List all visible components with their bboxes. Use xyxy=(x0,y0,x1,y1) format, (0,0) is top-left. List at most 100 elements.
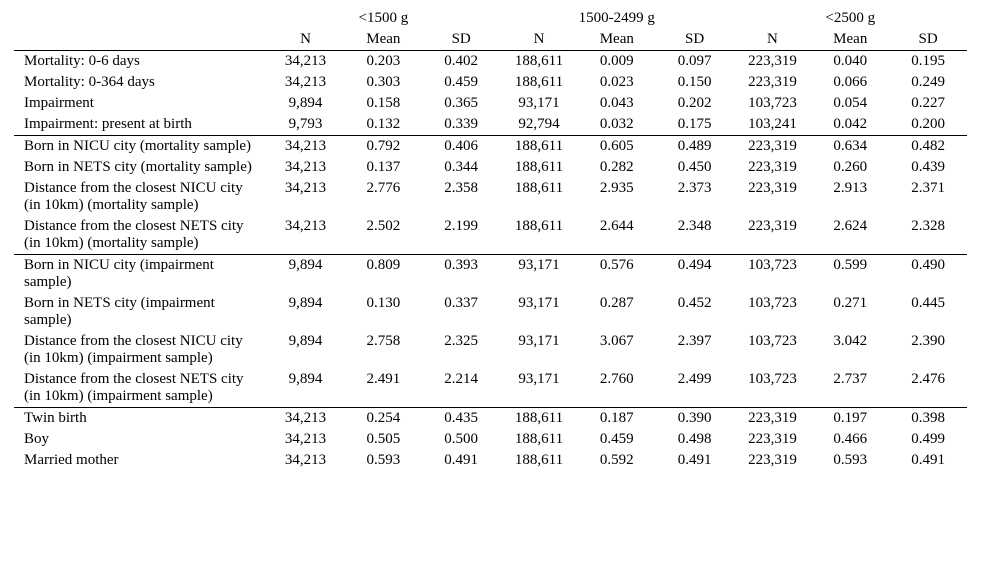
table-head: <1500 g 1500-2499 g <2500 g N Mean SD N … xyxy=(14,8,967,51)
cell-value: 0.200 xyxy=(889,114,967,136)
cell-value: 2.325 xyxy=(422,331,500,369)
cell-value: 0.195 xyxy=(889,51,967,73)
cell-value: 223,319 xyxy=(734,408,812,430)
row-label: Impairment: present at birth xyxy=(14,114,267,136)
row-label: Distance from the closest NETS city (in … xyxy=(14,216,267,255)
col-mean: Mean xyxy=(578,29,656,51)
cell-value: 2.502 xyxy=(344,216,422,255)
cell-value: 103,723 xyxy=(734,293,812,331)
group-header-2: 1500-2499 g xyxy=(500,8,733,29)
cell-value: 2.776 xyxy=(344,178,422,216)
cell-value: 0.634 xyxy=(811,136,889,158)
table-row: Impairment: present at birth9,7930.1320.… xyxy=(14,114,967,136)
cell-value: 0.287 xyxy=(578,293,656,331)
row-label: Impairment xyxy=(14,93,267,114)
table-row: Distance from the closest NICU city (in … xyxy=(14,331,967,369)
cell-value: 3.042 xyxy=(811,331,889,369)
table-row: Impairment9,8940.1580.36593,1710.0430.20… xyxy=(14,93,967,114)
cell-value: 2.644 xyxy=(578,216,656,255)
cell-value: 0.260 xyxy=(811,157,889,178)
cell-value: 0.042 xyxy=(811,114,889,136)
cell-value: 0.576 xyxy=(578,255,656,294)
table-row: Mortality: 0-364 days34,2130.3030.459188… xyxy=(14,72,967,93)
cell-value: 0.499 xyxy=(889,429,967,450)
col-n: N xyxy=(267,29,345,51)
cell-value: 93,171 xyxy=(500,331,578,369)
cell-value: 223,319 xyxy=(734,157,812,178)
table-row: Born in NICU city (impairment sample)9,8… xyxy=(14,255,967,294)
cell-value: 2.214 xyxy=(422,369,500,408)
cell-value: 34,213 xyxy=(267,408,345,430)
cell-value: 2.371 xyxy=(889,178,967,216)
table-row: Born in NETS city (impairment sample)9,8… xyxy=(14,293,967,331)
cell-value: 103,723 xyxy=(734,331,812,369)
cell-value: 0.450 xyxy=(656,157,734,178)
cell-value: 0.249 xyxy=(889,72,967,93)
cell-value: 34,213 xyxy=(267,136,345,158)
cell-value: 0.137 xyxy=(344,157,422,178)
cell-value: 223,319 xyxy=(734,51,812,73)
cell-value: 93,171 xyxy=(500,293,578,331)
table-body: Mortality: 0-6 days34,2130.2030.402188,6… xyxy=(14,51,967,472)
cell-value: 0.489 xyxy=(656,136,734,158)
cell-value: 2.476 xyxy=(889,369,967,408)
cell-value: 2.390 xyxy=(889,331,967,369)
cell-value: 0.406 xyxy=(422,136,500,158)
cell-value: 2.348 xyxy=(656,216,734,255)
cell-value: 34,213 xyxy=(267,51,345,73)
cell-value: 188,611 xyxy=(500,178,578,216)
cell-value: 2.397 xyxy=(656,331,734,369)
cell-value: 0.227 xyxy=(889,93,967,114)
cell-value: 103,723 xyxy=(734,369,812,408)
cell-value: 0.271 xyxy=(811,293,889,331)
cell-value: 9,894 xyxy=(267,369,345,408)
cell-value: 0.066 xyxy=(811,72,889,93)
cell-value: 0.491 xyxy=(656,450,734,471)
cell-value: 2.935 xyxy=(578,178,656,216)
cell-value: 0.445 xyxy=(889,293,967,331)
cell-value: 223,319 xyxy=(734,429,812,450)
cell-value: 0.592 xyxy=(578,450,656,471)
cell-value: 34,213 xyxy=(267,178,345,216)
cell-value: 223,319 xyxy=(734,216,812,255)
table-row: Boy34,2130.5050.500188,6110.4590.498223,… xyxy=(14,429,967,450)
cell-value: 0.466 xyxy=(811,429,889,450)
cell-value: 103,723 xyxy=(734,255,812,294)
cell-value: 0.158 xyxy=(344,93,422,114)
cell-value: 0.023 xyxy=(578,72,656,93)
table-row: Distance from the closest NETS city (in … xyxy=(14,369,967,408)
cell-value: 0.054 xyxy=(811,93,889,114)
cell-value: 2.624 xyxy=(811,216,889,255)
cell-value: 0.500 xyxy=(422,429,500,450)
cell-value: 93,171 xyxy=(500,255,578,294)
cell-value: 0.390 xyxy=(656,408,734,430)
row-label: Married mother xyxy=(14,450,267,471)
row-label: Born in NICU city (impairment sample) xyxy=(14,255,267,294)
cell-value: 0.132 xyxy=(344,114,422,136)
cell-value: 0.282 xyxy=(578,157,656,178)
cell-value: 0.439 xyxy=(889,157,967,178)
cell-value: 0.593 xyxy=(811,450,889,471)
cell-value: 188,611 xyxy=(500,157,578,178)
cell-value: 0.344 xyxy=(422,157,500,178)
cell-value: 103,723 xyxy=(734,93,812,114)
cell-value: 0.150 xyxy=(656,72,734,93)
cell-value: 223,319 xyxy=(734,72,812,93)
cell-value: 0.498 xyxy=(656,429,734,450)
cell-value: 2.491 xyxy=(344,369,422,408)
cell-value: 0.435 xyxy=(422,408,500,430)
cell-value: 93,171 xyxy=(500,369,578,408)
row-label: Born in NICU city (mortality sample) xyxy=(14,136,267,158)
cell-value: 0.452 xyxy=(656,293,734,331)
cell-value: 2.760 xyxy=(578,369,656,408)
cell-value: 2.737 xyxy=(811,369,889,408)
cell-value: 188,611 xyxy=(500,408,578,430)
cell-value: 34,213 xyxy=(267,72,345,93)
cell-value: 0.792 xyxy=(344,136,422,158)
table-row: Twin birth34,2130.2540.435188,6110.1870.… xyxy=(14,408,967,430)
cell-value: 223,319 xyxy=(734,450,812,471)
subheader-row: N Mean SD N Mean SD N Mean SD xyxy=(14,29,967,51)
cell-value: 0.254 xyxy=(344,408,422,430)
cell-value: 2.358 xyxy=(422,178,500,216)
cell-value: 0.097 xyxy=(656,51,734,73)
